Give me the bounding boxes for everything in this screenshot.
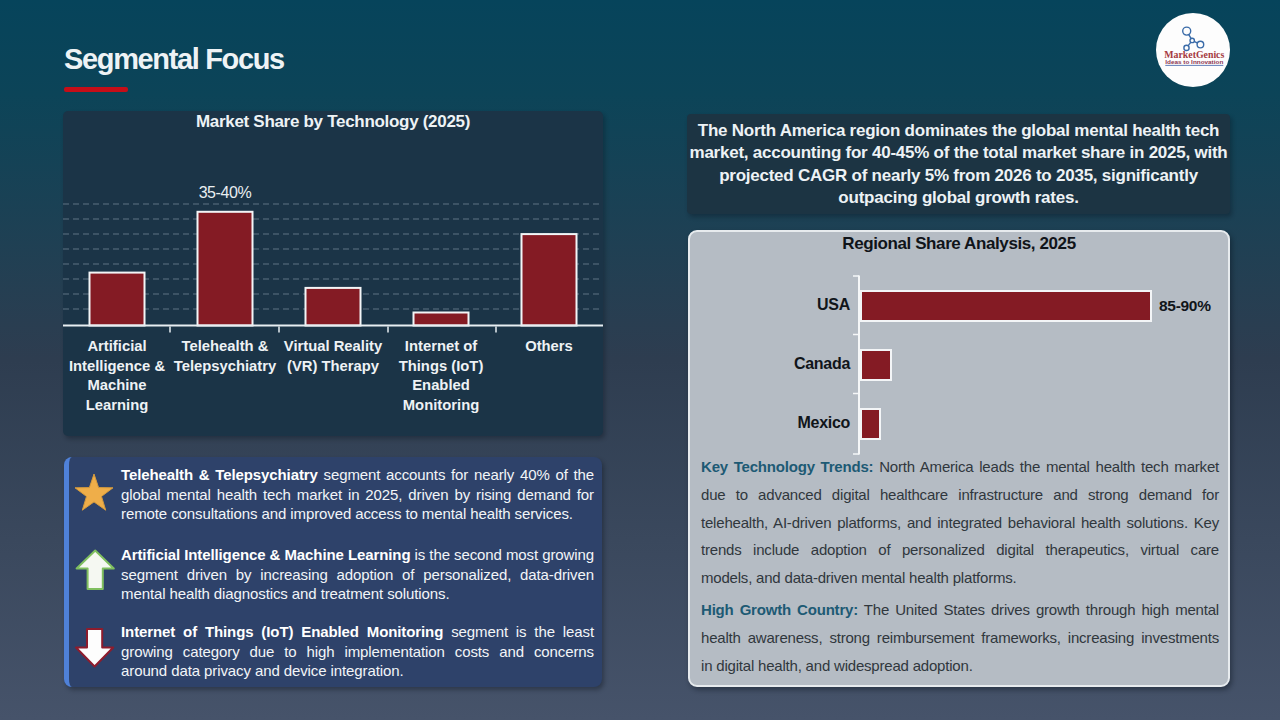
svg-text:Ideas to Innovation: Ideas to Innovation <box>1165 59 1223 65</box>
